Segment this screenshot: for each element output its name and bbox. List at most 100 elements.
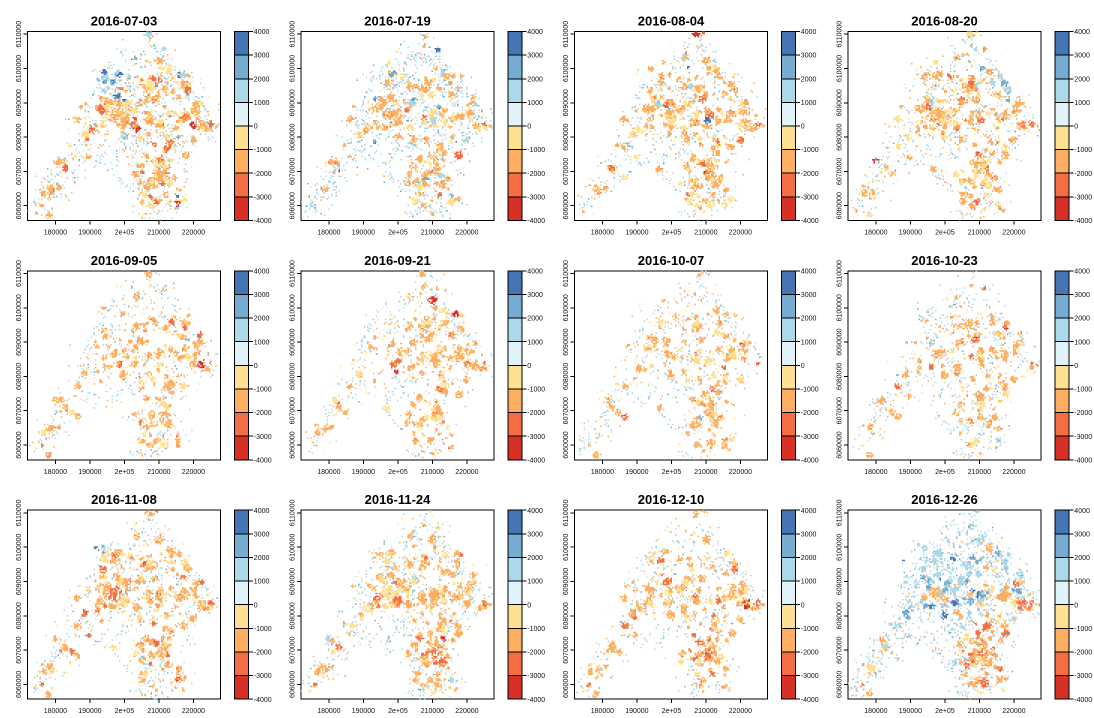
svg-text:2000: 2000 [254,555,270,562]
svg-text:-4000: -4000 [527,457,545,464]
svg-text:2e+05: 2e+05 [388,230,408,237]
svg-text:6110000: 6110000 [290,499,297,526]
svg-text:6070000: 6070000 [563,397,570,424]
svg-text:6100000: 6100000 [563,55,570,82]
svg-text:180000: 180000 [44,708,67,715]
svg-text:3000: 3000 [801,53,817,60]
svg-text:1000: 1000 [254,339,270,346]
svg-text:210000: 210000 [968,469,991,476]
svg-text:1000: 1000 [801,579,817,586]
svg-text:2000: 2000 [1074,316,1090,323]
svg-text:190000: 190000 [352,469,375,476]
svg-text:6080000: 6080000 [837,123,844,150]
svg-text:6100000: 6100000 [837,533,844,560]
svg-text:180000: 180000 [44,230,67,237]
svg-text:6090000: 6090000 [837,89,844,116]
svg-text:2016-09-05: 2016-09-05 [91,253,158,268]
svg-text:220000: 220000 [1002,708,1025,715]
svg-text:0: 0 [801,124,805,131]
svg-text:6060000: 6060000 [290,671,297,698]
svg-text:0: 0 [254,602,258,609]
svg-text:6070000: 6070000 [16,158,23,185]
svg-text:180000: 180000 [591,230,614,237]
svg-text:-1000: -1000 [254,147,272,154]
svg-text:1000: 1000 [801,100,817,107]
svg-text:4000: 4000 [527,508,543,515]
svg-text:-4000: -4000 [527,697,545,704]
svg-text:4000: 4000 [1074,268,1090,275]
svg-text:190000: 190000 [78,469,101,476]
svg-text:4000: 4000 [254,268,270,275]
svg-text:0: 0 [1074,602,1078,609]
svg-text:0: 0 [801,363,805,370]
svg-text:6090000: 6090000 [16,89,23,116]
svg-text:-1000: -1000 [1074,626,1092,633]
svg-text:-3000: -3000 [254,673,272,680]
svg-text:2016-12-10: 2016-12-10 [638,492,705,507]
svg-text:1000: 1000 [801,339,817,346]
svg-text:-2000: -2000 [254,171,272,178]
svg-text:6110000: 6110000 [837,260,844,287]
svg-text:2000: 2000 [1074,76,1090,83]
svg-text:6060000: 6060000 [563,192,570,219]
svg-text:3000: 3000 [527,53,543,60]
svg-text:6110000: 6110000 [290,260,297,287]
svg-text:4000: 4000 [527,268,543,275]
svg-text:220000: 220000 [729,230,752,237]
svg-text:6090000: 6090000 [837,568,844,595]
svg-text:2016-07-19: 2016-07-19 [364,14,431,29]
svg-text:-1000: -1000 [254,626,272,633]
svg-text:4000: 4000 [1074,508,1090,515]
svg-text:6060000: 6060000 [16,671,23,698]
svg-text:3000: 3000 [254,531,270,538]
svg-text:0: 0 [1074,363,1078,370]
svg-text:6090000: 6090000 [563,89,570,116]
svg-text:1000: 1000 [1074,100,1090,107]
svg-text:6080000: 6080000 [16,602,23,629]
svg-text:6090000: 6090000 [290,568,297,595]
svg-text:190000: 190000 [352,708,375,715]
svg-text:2016-11-08: 2016-11-08 [91,492,157,507]
svg-text:6100000: 6100000 [837,55,844,82]
svg-text:2016-09-21: 2016-09-21 [364,253,431,268]
svg-text:6070000: 6070000 [563,158,570,185]
svg-text:-3000: -3000 [527,673,545,680]
svg-text:-3000: -3000 [1074,673,1092,680]
svg-text:210000: 210000 [421,230,444,237]
svg-text:2000: 2000 [254,76,270,83]
svg-text:220000: 220000 [182,708,205,715]
svg-text:220000: 220000 [1002,230,1025,237]
svg-text:6100000: 6100000 [563,533,570,560]
svg-text:6080000: 6080000 [16,123,23,150]
svg-text:-2000: -2000 [254,410,272,417]
svg-text:-3000: -3000 [801,434,819,441]
svg-text:0: 0 [1074,124,1078,131]
svg-text:6080000: 6080000 [290,602,297,629]
svg-text:0: 0 [801,602,805,609]
svg-text:-4000: -4000 [801,218,819,225]
svg-text:3000: 3000 [1074,531,1090,538]
svg-text:2000: 2000 [254,316,270,323]
svg-text:2000: 2000 [801,316,817,323]
svg-text:-2000: -2000 [801,650,819,657]
svg-text:6080000: 6080000 [563,602,570,629]
svg-text:-3000: -3000 [801,195,819,202]
svg-text:2016-12-26: 2016-12-26 [911,492,978,507]
svg-text:6060000: 6060000 [837,431,844,458]
svg-text:-3000: -3000 [254,195,272,202]
svg-text:190000: 190000 [78,708,101,715]
svg-text:-1000: -1000 [1074,387,1092,394]
svg-text:2000: 2000 [1074,555,1090,562]
svg-text:6070000: 6070000 [563,636,570,663]
svg-text:-1000: -1000 [527,626,545,633]
svg-text:-2000: -2000 [1074,650,1092,657]
svg-text:6100000: 6100000 [290,55,297,82]
svg-text:-2000: -2000 [254,650,272,657]
svg-text:6100000: 6100000 [290,294,297,321]
svg-text:6100000: 6100000 [837,294,844,321]
svg-text:-2000: -2000 [527,650,545,657]
svg-text:4000: 4000 [254,29,270,36]
svg-text:-4000: -4000 [254,218,272,225]
svg-text:6100000: 6100000 [290,533,297,560]
svg-text:0: 0 [527,124,531,131]
